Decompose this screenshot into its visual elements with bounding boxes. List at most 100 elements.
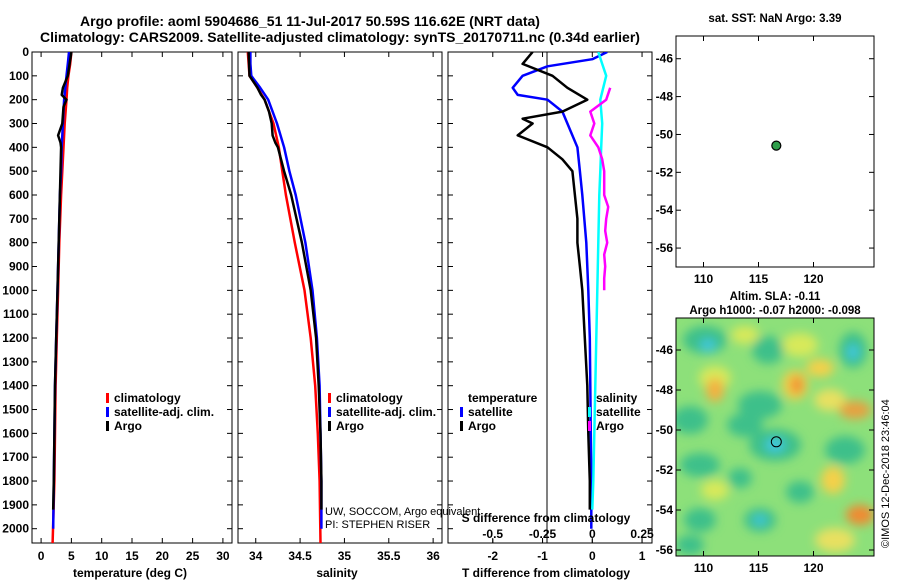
legend-swatch bbox=[460, 421, 463, 431]
legend-swatch bbox=[106, 407, 109, 417]
x2-tick-label: 0 bbox=[589, 527, 596, 541]
lat-tick-label: -48 bbox=[656, 90, 674, 104]
difference-panel-frame bbox=[447, 51, 653, 544]
depth-tick-label: 600 bbox=[9, 188, 29, 202]
legend-header-salinity: salinity bbox=[596, 391, 638, 405]
legend-label: climatology bbox=[336, 391, 403, 405]
temperature-xlabel: temperature (deg C) bbox=[73, 566, 187, 580]
x-tick-label: 25 bbox=[186, 549, 200, 563]
lat-tick-label: -52 bbox=[656, 463, 674, 477]
depth-tick-label: 1100 bbox=[3, 307, 29, 321]
lat-tick-label: -48 bbox=[656, 383, 674, 397]
sla-title-line-1: Altim. SLA: -0.11 bbox=[729, 291, 821, 303]
lon-tick-label: 110 bbox=[694, 561, 714, 575]
lat-tick-label: -54 bbox=[656, 203, 674, 217]
series-line-climatology bbox=[246, 52, 322, 543]
x-tick-label: 30 bbox=[216, 549, 230, 563]
x2-tick-label: 0.25 bbox=[630, 527, 654, 541]
depth-tick-label: 1200 bbox=[2, 331, 29, 345]
x-tick-label: 35 bbox=[338, 549, 352, 563]
series-line-argo bbox=[247, 52, 323, 510]
lat-tick-label: -52 bbox=[656, 165, 674, 179]
salinity-panel-frame bbox=[237, 51, 443, 544]
x-tick-label: -2 bbox=[487, 549, 498, 563]
x-tick-label: -1 bbox=[537, 549, 548, 563]
depth-tick-label: 1400 bbox=[2, 379, 29, 393]
depth-tick-label: 200 bbox=[9, 93, 29, 107]
x-tick-label: 5 bbox=[68, 549, 75, 563]
lon-tick-label: 120 bbox=[803, 561, 823, 575]
sst-map-title: sat. SST: NaN Argo: 3.39 bbox=[708, 13, 842, 25]
legend-swatch bbox=[460, 407, 463, 417]
lon-tick-label: 120 bbox=[803, 272, 823, 286]
depth-tick-label: 1600 bbox=[2, 426, 29, 440]
series-line-s-argo bbox=[589, 87, 612, 291]
legend-label: climatology bbox=[114, 391, 181, 405]
title-line-2: Climatology: CARS2009. Satellite-adjuste… bbox=[40, 29, 640, 45]
depth-tick-label: 1700 bbox=[2, 450, 29, 464]
lat-tick-label: -50 bbox=[656, 423, 674, 437]
legend-label: Argo bbox=[468, 419, 496, 433]
legend-label: Argo bbox=[336, 419, 364, 433]
depth-tick-label: 1900 bbox=[2, 498, 29, 512]
x-tick-label: 35.5 bbox=[377, 549, 401, 563]
lat-tick-label: -46 bbox=[656, 343, 674, 357]
legend-label: Argo bbox=[114, 419, 142, 433]
legend-swatch bbox=[588, 421, 591, 431]
x-tick-label: 20 bbox=[156, 549, 170, 563]
depth-tick-label: 1800 bbox=[2, 474, 29, 488]
lat-tick-label: -54 bbox=[656, 503, 674, 517]
title-line-1: Argo profile: aoml 5904686_51 11-Jul-201… bbox=[80, 13, 540, 29]
legend-swatch bbox=[328, 393, 331, 403]
x2-tick-label: -0.5 bbox=[482, 527, 503, 541]
legend-swatch bbox=[106, 393, 109, 403]
sla-title-line-2: Argo h1000: -0.07 h2000: -0.098 bbox=[689, 305, 861, 317]
credit-line-2: PI: STEPHEN RISER bbox=[325, 519, 431, 531]
lon-tick-label: 115 bbox=[749, 272, 769, 286]
depth-tick-label: 1500 bbox=[2, 403, 29, 417]
sla-heatmap bbox=[676, 318, 874, 556]
legend-header-temperature: temperature bbox=[468, 391, 538, 405]
x-tick-label: 34.5 bbox=[288, 549, 312, 563]
sla-map-frame bbox=[675, 317, 875, 557]
float-location-marker bbox=[771, 140, 782, 151]
series-line-t-satellite bbox=[511, 52, 608, 529]
legend-label: satellite bbox=[596, 405, 641, 419]
depth-tick-label: 400 bbox=[9, 140, 29, 154]
legend-swatch bbox=[328, 407, 331, 417]
x-tick-label: 1 bbox=[639, 549, 646, 563]
lon-tick-label: 110 bbox=[694, 272, 714, 286]
legend-label: satellite-adj. clim. bbox=[114, 405, 214, 419]
legend-swatch bbox=[328, 421, 331, 431]
x-tick-label: 36 bbox=[426, 549, 440, 563]
depth-tick-label: 700 bbox=[9, 212, 29, 226]
credit-line-1: UW, SOCCOM, Argo equivalent bbox=[325, 506, 481, 518]
lat-tick-label: -56 bbox=[656, 543, 674, 557]
depth-tick-label: 1300 bbox=[2, 355, 29, 369]
imos-watermark: ©IMOS 12-Dec-2018 23:46:04 bbox=[880, 399, 892, 548]
depth-tick-label: 2000 bbox=[2, 522, 29, 536]
depth-tick-label: 500 bbox=[9, 164, 29, 178]
legend-label: satellite bbox=[468, 405, 513, 419]
s-difference-label: S difference from climatology bbox=[462, 511, 631, 525]
sst-map-frame bbox=[675, 35, 875, 268]
legend-label: Argo bbox=[596, 419, 624, 433]
depth-tick-label: 1000 bbox=[2, 283, 29, 297]
depth-tick-label: 900 bbox=[9, 260, 29, 274]
float-location-marker bbox=[770, 436, 782, 448]
x-tick-label: 10 bbox=[95, 549, 109, 563]
depth-tick-label: 300 bbox=[9, 117, 29, 131]
x2-tick-label: -0.25 bbox=[529, 527, 557, 541]
series-line-t-argo bbox=[516, 52, 592, 510]
series-line-s-satellite bbox=[591, 52, 608, 510]
salinity-xlabel: salinity bbox=[316, 566, 358, 580]
x-tick-label: 34 bbox=[249, 549, 263, 563]
lat-tick-label: -46 bbox=[656, 52, 674, 66]
legend-swatch bbox=[588, 407, 591, 417]
lat-tick-label: -56 bbox=[656, 241, 674, 255]
sla-map-panel: 110 115 120 -46 -48 -50 -52 -54 -56 bbox=[656, 317, 875, 575]
salinity-panel: 34 34.5 35 35.5 36 climatologysatellite-adj.… bbox=[237, 51, 443, 580]
lat-tick-label: -50 bbox=[656, 127, 674, 141]
x-tick-label: 0 bbox=[589, 549, 596, 563]
